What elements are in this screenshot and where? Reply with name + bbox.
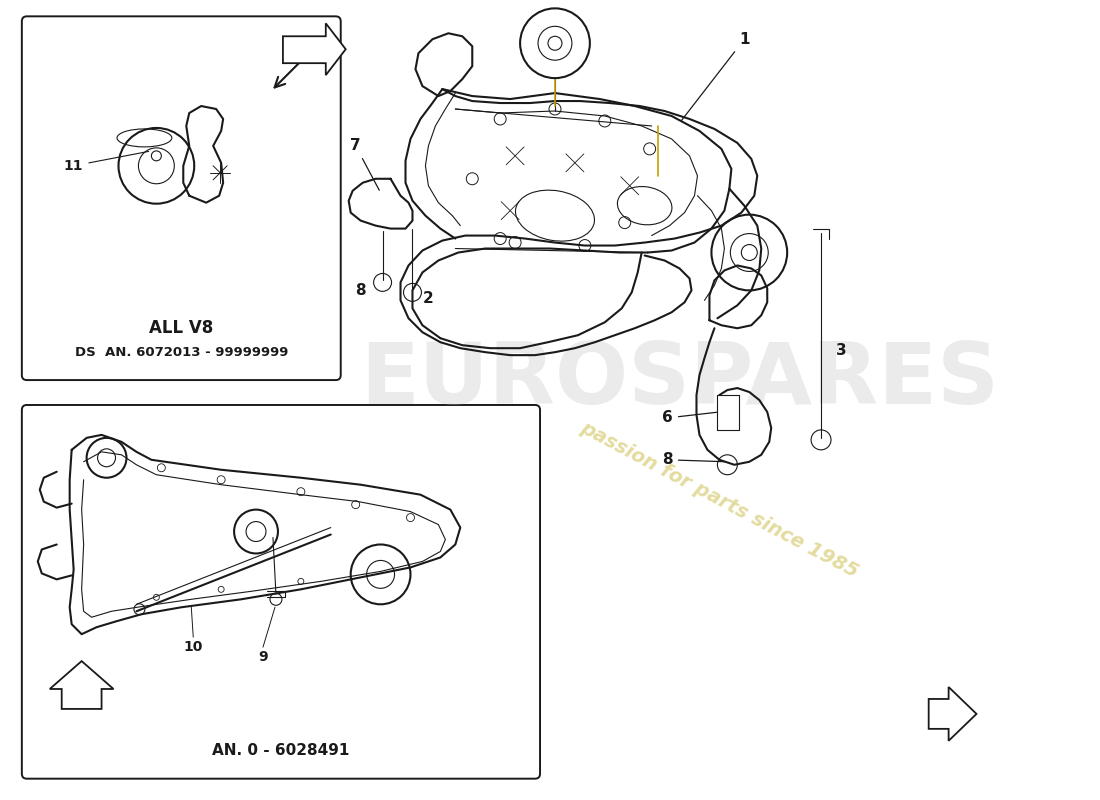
Text: 3: 3 xyxy=(836,342,846,358)
Text: 11: 11 xyxy=(64,151,149,173)
Text: 8: 8 xyxy=(662,452,725,467)
FancyBboxPatch shape xyxy=(22,405,540,778)
Text: passion for parts since 1985: passion for parts since 1985 xyxy=(578,418,861,582)
Text: 9: 9 xyxy=(258,650,267,664)
Text: 8: 8 xyxy=(355,283,366,298)
Text: EUROSPARES: EUROSPARES xyxy=(360,338,999,422)
Text: ALL V8: ALL V8 xyxy=(150,319,213,338)
Text: 1: 1 xyxy=(681,32,749,121)
FancyBboxPatch shape xyxy=(22,16,341,380)
Text: 10: 10 xyxy=(184,640,202,654)
Polygon shape xyxy=(928,687,977,741)
Text: 7: 7 xyxy=(351,138,380,190)
Polygon shape xyxy=(283,23,345,75)
Text: 2: 2 xyxy=(424,291,433,306)
Text: 6: 6 xyxy=(662,410,717,426)
Text: AN. 0 - 6028491: AN. 0 - 6028491 xyxy=(212,743,350,758)
Polygon shape xyxy=(50,661,113,709)
Text: DS  AN. 6072013 - 99999999: DS AN. 6072013 - 99999999 xyxy=(75,346,288,358)
